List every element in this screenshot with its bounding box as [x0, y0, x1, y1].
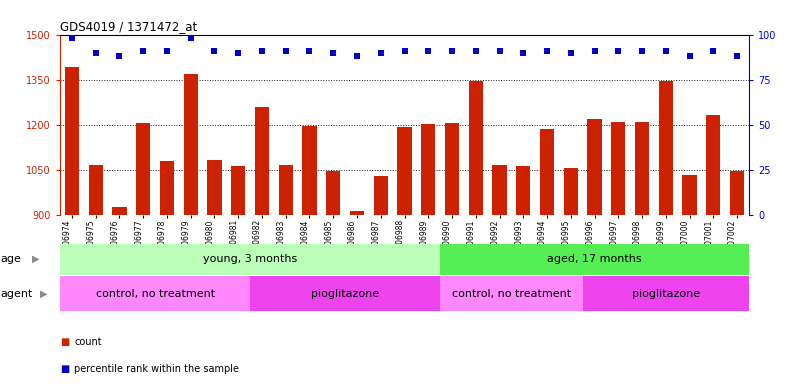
Bar: [516, 166, 530, 215]
Bar: [231, 166, 245, 215]
Bar: [658, 81, 673, 215]
Bar: [89, 164, 103, 215]
Text: young, 3 months: young, 3 months: [203, 254, 297, 264]
Text: ■: ■: [60, 337, 70, 347]
Text: percentile rank within the sample: percentile rank within the sample: [74, 364, 239, 374]
Bar: [255, 108, 269, 215]
Bar: [326, 171, 340, 215]
Bar: [112, 207, 127, 215]
Text: agent: agent: [1, 289, 33, 299]
Bar: [397, 127, 412, 215]
Bar: [421, 124, 436, 215]
Bar: [207, 160, 222, 215]
Bar: [635, 122, 649, 215]
Bar: [60, 244, 440, 275]
Bar: [136, 123, 151, 215]
Text: pioglitazone: pioglitazone: [632, 289, 700, 299]
Text: age: age: [1, 254, 22, 264]
Bar: [373, 176, 388, 215]
Text: aged, 17 months: aged, 17 months: [547, 254, 642, 264]
Bar: [65, 67, 79, 215]
Bar: [493, 165, 507, 215]
Bar: [540, 129, 554, 215]
Bar: [250, 276, 440, 311]
Bar: [302, 126, 316, 215]
Bar: [440, 276, 582, 311]
Text: ▶: ▶: [32, 254, 39, 264]
Bar: [469, 81, 483, 215]
Bar: [160, 161, 174, 215]
Bar: [440, 244, 749, 275]
Text: pioglitazone: pioglitazone: [311, 289, 379, 299]
Bar: [730, 171, 744, 215]
Text: ■: ■: [60, 364, 70, 374]
Text: ▶: ▶: [40, 289, 47, 299]
Bar: [183, 74, 198, 215]
Bar: [706, 115, 720, 215]
Bar: [582, 276, 749, 311]
Bar: [60, 276, 250, 311]
Bar: [611, 122, 626, 215]
Text: control, no treatment: control, no treatment: [95, 289, 215, 299]
Bar: [587, 119, 602, 215]
Text: count: count: [74, 337, 102, 347]
Text: control, no treatment: control, no treatment: [452, 289, 571, 299]
Bar: [445, 123, 459, 215]
Bar: [564, 168, 578, 215]
Text: GDS4019 / 1371472_at: GDS4019 / 1371472_at: [60, 20, 197, 33]
Bar: [279, 166, 293, 215]
Bar: [350, 212, 364, 215]
Bar: [682, 175, 697, 215]
